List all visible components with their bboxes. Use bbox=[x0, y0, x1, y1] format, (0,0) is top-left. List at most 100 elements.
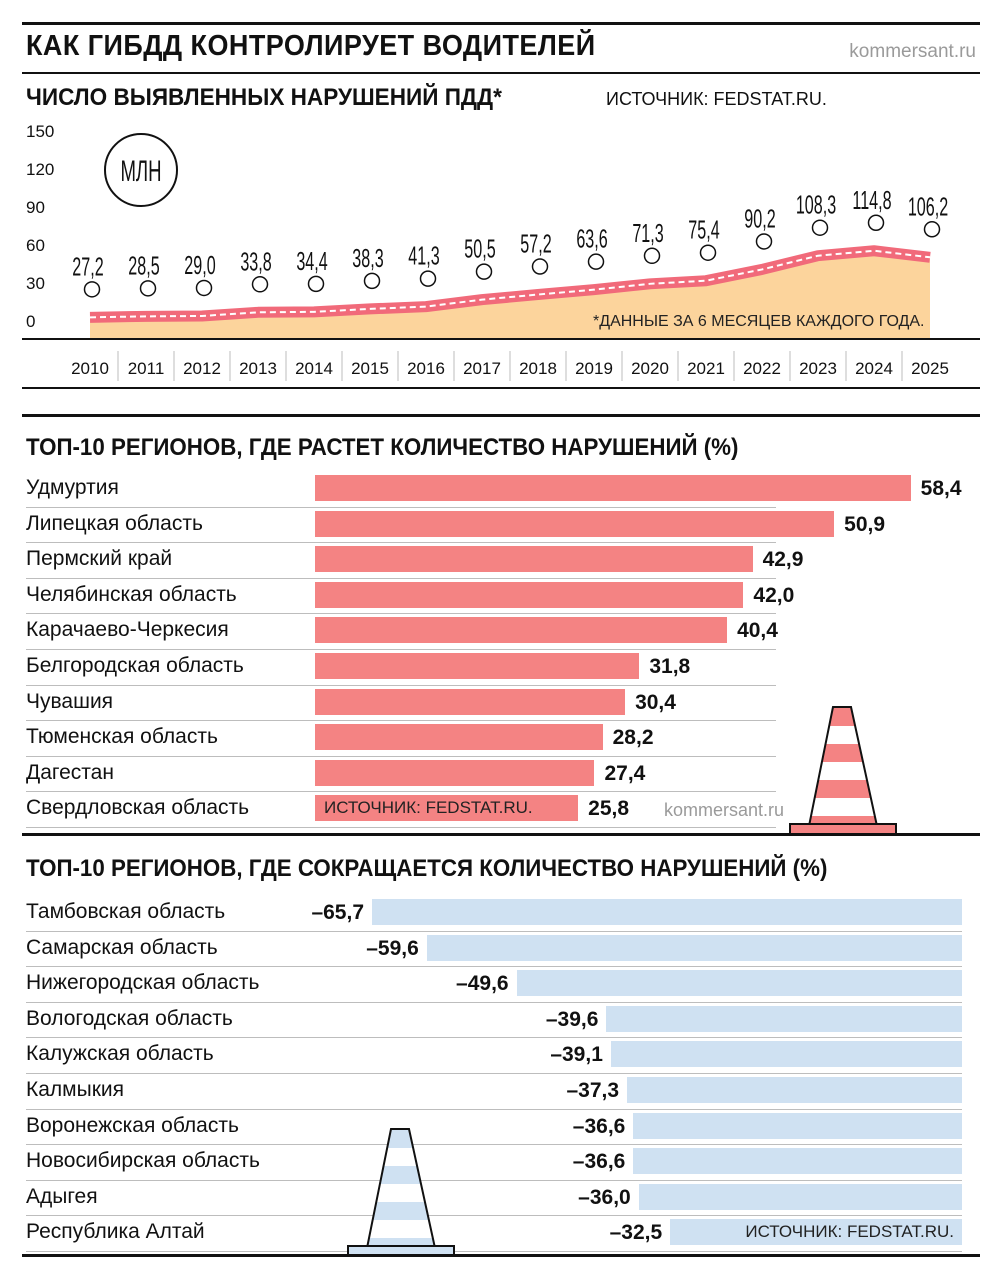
x-tick-label: 2025 bbox=[911, 359, 949, 378]
title-rule bbox=[22, 72, 980, 74]
data-point bbox=[475, 263, 493, 280]
data-point bbox=[139, 280, 157, 297]
value-bar bbox=[315, 510, 835, 537]
data-label: 90,2 bbox=[744, 203, 775, 233]
data-label: 50,5 bbox=[464, 234, 495, 264]
region-label: Самарская область bbox=[26, 935, 218, 959]
region-label: Калмыкия bbox=[26, 1078, 124, 1101]
section-rule-1 bbox=[22, 414, 980, 417]
y-tick-label: 60 bbox=[26, 236, 45, 255]
value-bar bbox=[516, 970, 962, 997]
row-separator bbox=[26, 1037, 962, 1039]
row-separator bbox=[26, 613, 776, 615]
value-bar bbox=[315, 759, 595, 786]
data-point bbox=[195, 279, 213, 297]
traffic-cone-blue-icon bbox=[347, 1128, 455, 1257]
page-title: КАК ГИБДД КОНТРОЛИРУЕТ ВОДИТЕЛЕЙ bbox=[26, 30, 596, 62]
x-tick-label: 2011 bbox=[128, 359, 165, 378]
region-label: Новосибирская область bbox=[26, 1149, 260, 1173]
row-separator bbox=[26, 720, 776, 722]
growth-chart-brand: kommersant.ru bbox=[664, 800, 785, 820]
data-point bbox=[867, 214, 885, 232]
row-separator bbox=[26, 930, 962, 932]
region-label: Белгородская область bbox=[26, 654, 244, 677]
row-separator bbox=[26, 827, 776, 828]
row-separator bbox=[26, 684, 776, 686]
series-line-dash bbox=[89, 249, 931, 319]
row-separator bbox=[26, 1179, 962, 1181]
x-tick-label: 2024 bbox=[855, 359, 893, 378]
data-label: 71,3 bbox=[632, 218, 663, 248]
data-label: 63,6 bbox=[576, 224, 607, 254]
y-tick-label: 0 bbox=[26, 312, 35, 331]
value-bar bbox=[426, 934, 962, 961]
traffic-cone-red-icon bbox=[789, 706, 897, 835]
x-tick-label: 2015 bbox=[351, 359, 389, 378]
data-label: 33,8 bbox=[240, 246, 271, 276]
y-tick-label: 30 bbox=[26, 274, 45, 293]
data-label: 108,3 bbox=[796, 190, 836, 220]
value-bar bbox=[315, 688, 626, 715]
region-label: Воронежская область bbox=[26, 1113, 239, 1137]
line-chart-title: ЧИСЛО ВЫЯВЛЕННЫХ НАРУШЕНИЙ ПДД* bbox=[26, 84, 502, 111]
unit-badge-circle bbox=[104, 133, 178, 207]
value-label: –37,3 bbox=[566, 1079, 620, 1102]
data-point bbox=[587, 253, 605, 270]
value-bar bbox=[315, 653, 640, 679]
value-label: 42,9 bbox=[762, 548, 804, 572]
row-separator bbox=[26, 542, 776, 544]
value-bar bbox=[372, 899, 962, 925]
data-label: 29,0 bbox=[184, 250, 215, 280]
row-separator bbox=[26, 1001, 962, 1003]
value-label: –39,1 bbox=[550, 1043, 603, 1067]
value-bar bbox=[315, 724, 603, 751]
growth-chart-source: ИСТОЧНИК: FEDSTAT.RU. bbox=[324, 798, 533, 818]
region-label: Вологодская область bbox=[26, 1006, 233, 1030]
region-label: Тюменская область bbox=[26, 725, 218, 749]
data-label: 28,5 bbox=[128, 250, 159, 280]
region-label: Нижегородская область bbox=[26, 971, 260, 995]
region-label: Пермский край bbox=[26, 547, 173, 571]
region-label: Липецкая область bbox=[26, 511, 203, 535]
value-bar bbox=[633, 1148, 962, 1175]
data-point bbox=[363, 272, 381, 290]
x-tick-label: 2018 bbox=[519, 359, 557, 378]
x-axis-line bbox=[22, 338, 980, 340]
line-chart-source: ИСТОЧНИК: FEDSTAT.RU. bbox=[606, 89, 827, 109]
value-label: 42,0 bbox=[753, 583, 795, 607]
x-tick-label: 2012 bbox=[183, 359, 221, 378]
x-tick-label: 2010 bbox=[71, 359, 109, 378]
data-label: 75,4 bbox=[688, 215, 719, 245]
value-label: 40,4 bbox=[737, 619, 778, 643]
growth-chart-bottom-rule bbox=[22, 833, 980, 836]
row-separator bbox=[26, 1251, 962, 1252]
row-separator bbox=[26, 1215, 962, 1217]
brand-label: kommersant.ru bbox=[849, 41, 976, 62]
row-separator bbox=[26, 649, 776, 650]
region-label: Удмуртия bbox=[26, 476, 119, 499]
value-bar bbox=[633, 1112, 962, 1139]
region-label: Карачаево-Черкесия bbox=[26, 618, 229, 642]
region-label: Чувашия bbox=[26, 689, 114, 713]
row-separator bbox=[26, 506, 776, 508]
decline-chart-title: ТОП-10 РЕГИОНОВ, ГДЕ СОКРАЩАЕТСЯ КОЛИЧЕС… bbox=[26, 855, 828, 882]
data-point bbox=[643, 247, 661, 265]
value-label: –36,6 bbox=[572, 1150, 626, 1174]
region-label: Калужская область bbox=[26, 1042, 214, 1066]
bottom-rule bbox=[22, 1254, 980, 1257]
top-rule bbox=[22, 22, 980, 25]
data-label: 41,3 bbox=[408, 241, 439, 271]
data-label: 38,3 bbox=[352, 243, 383, 273]
x-tick-label: 2013 bbox=[239, 359, 277, 378]
value-bar bbox=[315, 475, 911, 501]
data-label: 27,2 bbox=[72, 251, 103, 281]
line-chart-bottom-rule bbox=[22, 387, 980, 389]
value-bar bbox=[610, 1041, 962, 1068]
value-label: 27,4 bbox=[604, 761, 646, 785]
value-label: –65,7 bbox=[311, 901, 365, 924]
value-label: 28,2 bbox=[612, 726, 654, 750]
value-bar bbox=[638, 1183, 962, 1210]
data-point bbox=[811, 219, 829, 236]
x-tick-label: 2020 bbox=[631, 359, 669, 378]
data-point bbox=[755, 233, 773, 250]
